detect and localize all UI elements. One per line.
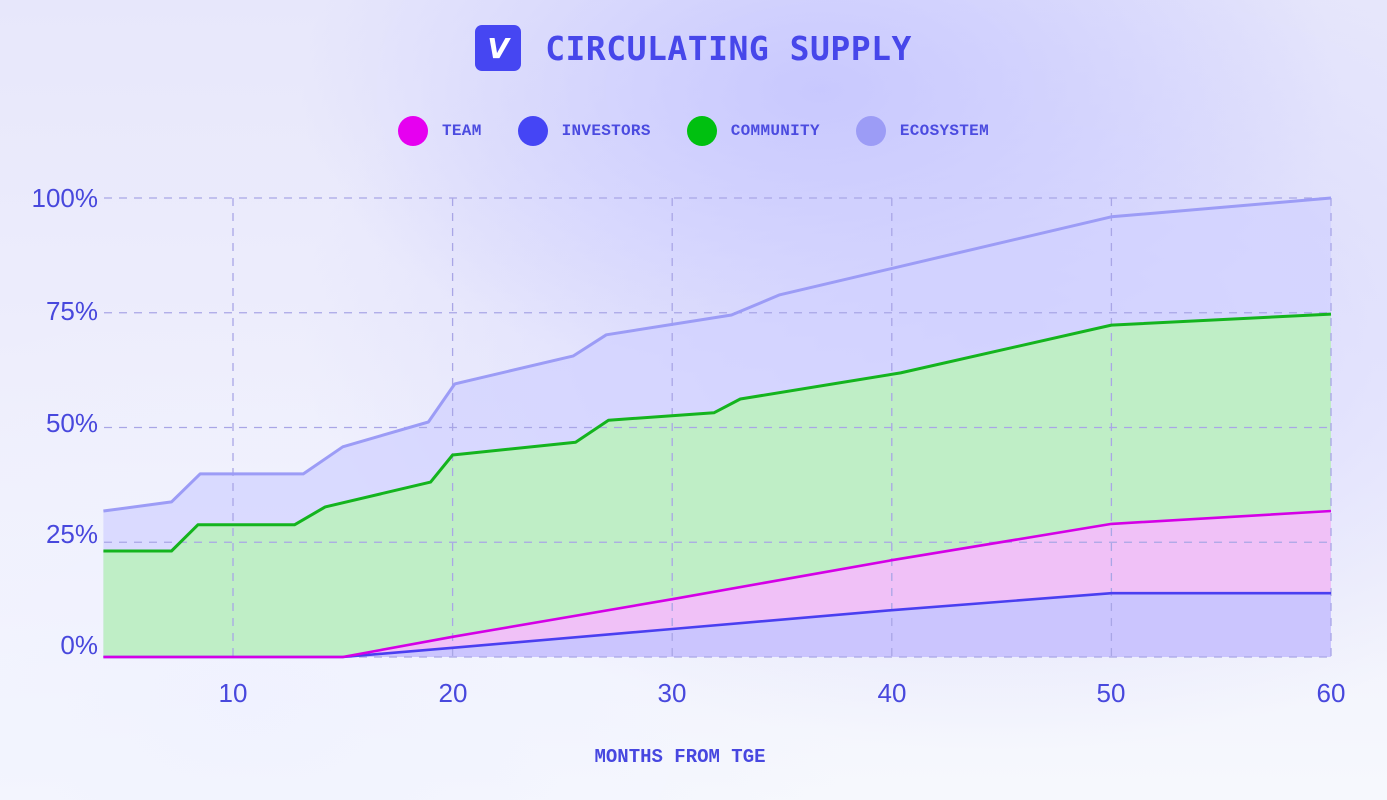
legend-swatch-community-icon: [686, 116, 717, 146]
brand-logo-icon: V: [475, 25, 522, 71]
legend-swatch-team-icon: [398, 116, 428, 146]
x-tick-50: 50: [1096, 678, 1126, 708]
y-tick-0: 0%: [60, 630, 98, 660]
line-team: [103, 509, 1332, 659]
x-tick-30: 30: [657, 678, 687, 708]
y-tick-75: 75%: [45, 296, 98, 326]
y-tick-50: 50%: [45, 408, 98, 438]
legend-label: INVESTORS: [561, 122, 651, 140]
legend-item-community[interactable]: COMMUNITY: [686, 116, 820, 146]
x-tick-20: 20: [438, 678, 468, 708]
series-lines: [103, 196, 1332, 659]
x-axis-label: MONTHS FROM TGE: [594, 746, 766, 768]
x-tick-40: 40: [877, 678, 907, 708]
chart-legend: TEAM INVESTORS COMMUNITY ECOSYSTEM: [0, 116, 1387, 146]
area-investors: [103, 593, 1331, 657]
x-tick-10: 10: [218, 678, 248, 708]
legend-label: TEAM: [442, 122, 482, 140]
chart-header: V CIRCULATING SUPPLY: [0, 25, 1387, 71]
y-tick-25: 25%: [45, 519, 98, 549]
legend-item-team[interactable]: TEAM: [398, 116, 482, 146]
logo-letter: V: [487, 31, 510, 65]
legend-item-investors[interactable]: INVESTORS: [517, 116, 651, 146]
legend-swatch-ecosystem-icon: [855, 116, 886, 146]
legend-label: COMMUNITY: [730, 122, 820, 140]
line-ecosystem: [103, 196, 1332, 513]
y-tick-100: 100%: [31, 183, 99, 213]
legend-label: ECOSYSTEM: [899, 122, 989, 140]
grid-lines: [104, 197, 1332, 658]
legend-swatch-investors-icon: [517, 116, 548, 146]
x-tick-60: 60: [1316, 678, 1346, 708]
chart-title: CIRCULATING SUPPLY: [545, 28, 912, 68]
legend-item-ecosystem[interactable]: ECOSYSTEM: [855, 116, 989, 146]
line-community: [103, 312, 1332, 553]
